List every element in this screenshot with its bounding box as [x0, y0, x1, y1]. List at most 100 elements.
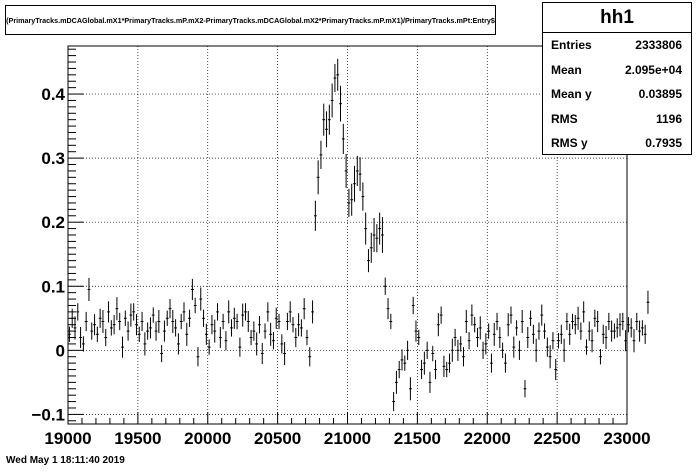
x-tick-label: 19000 — [44, 429, 91, 448]
data-point — [562, 338, 566, 362]
data-point — [506, 313, 510, 337]
data-point — [487, 323, 491, 339]
data-point — [607, 312, 611, 331]
data-point — [590, 329, 594, 353]
stats-value: 0.7935 — [645, 136, 682, 151]
data-point — [68, 326, 71, 342]
data-point — [87, 277, 91, 301]
data-point — [305, 329, 309, 346]
data-point — [361, 182, 365, 211]
data-point — [367, 249, 370, 273]
data-point — [179, 313, 183, 330]
data-point — [213, 319, 217, 343]
data-point — [470, 304, 474, 326]
data-point — [269, 322, 273, 346]
data-point — [154, 321, 158, 341]
data-point — [358, 157, 362, 192]
stats-label: RMS — [551, 111, 578, 126]
data-point — [386, 298, 390, 320]
x-tick-label: 21500 — [394, 429, 441, 448]
data-point — [587, 321, 591, 341]
data-point — [299, 319, 303, 337]
data-point — [632, 329, 636, 353]
data-point — [383, 277, 387, 295]
data-point — [84, 311, 88, 332]
data-point — [481, 341, 485, 359]
data-point — [73, 316, 77, 340]
data-point — [593, 309, 597, 327]
data-point — [434, 359, 437, 380]
data-point — [70, 308, 74, 328]
data-point — [146, 322, 150, 340]
data-point — [151, 307, 155, 323]
data-point — [272, 332, 275, 350]
stats-row-entries: Entries 2333806 — [543, 33, 691, 58]
stats-row-rms: RMS 1196 — [543, 107, 691, 132]
data-point — [456, 339, 460, 361]
data-point — [568, 323, 572, 345]
data-point — [280, 334, 284, 354]
data-point — [372, 218, 376, 252]
data-point — [112, 315, 116, 335]
data-point — [403, 355, 407, 371]
data-point — [629, 318, 633, 338]
data-point — [107, 301, 110, 323]
data-point — [610, 320, 614, 342]
data-point — [98, 308, 102, 328]
x-tick-label: 20000 — [184, 429, 231, 448]
data-point — [246, 310, 250, 333]
x-tick-label: 23000 — [603, 429, 650, 448]
data-point — [643, 324, 647, 344]
data-point — [364, 212, 368, 245]
data-point — [406, 340, 409, 360]
data-point — [353, 165, 356, 202]
stats-box: hh1 Entries 2333806 Mean 2.095e+04 Mean … — [542, 2, 692, 155]
data-point — [221, 313, 225, 330]
data-point — [448, 353, 451, 373]
data-point — [218, 326, 222, 349]
data-point — [244, 303, 247, 321]
data-point — [319, 140, 323, 170]
data-points — [68, 58, 650, 412]
y-tick-label: 0.2 — [41, 213, 65, 232]
data-point — [414, 320, 418, 342]
data-point — [238, 337, 242, 357]
data-point — [210, 315, 214, 335]
data-point — [252, 321, 256, 341]
data-point — [624, 330, 627, 352]
y-tick-label: −0.1 — [31, 405, 65, 424]
data-point — [464, 309, 468, 334]
data-point — [411, 296, 415, 315]
data-point — [473, 317, 477, 333]
data-point — [582, 301, 586, 323]
data-point — [165, 310, 169, 326]
data-point — [341, 123, 345, 154]
data-point — [199, 287, 203, 311]
data-point — [185, 322, 189, 346]
histogram-title: (PrimaryTracks.mDCAGlobal.mX1*PrimaryTra… — [5, 5, 496, 35]
data-point — [585, 339, 588, 355]
data-point — [579, 322, 583, 340]
data-point — [277, 313, 281, 330]
data-point — [355, 155, 359, 186]
data-point — [202, 309, 205, 327]
data-point — [294, 327, 298, 348]
data-point — [640, 320, 644, 336]
data-point — [484, 333, 488, 355]
grid-lines — [68, 46, 627, 424]
data-point — [177, 333, 180, 355]
data-point — [168, 299, 172, 319]
stats-value: 2333806 — [635, 38, 682, 53]
data-point — [274, 307, 278, 329]
data-point — [498, 326, 502, 349]
data-point — [95, 326, 99, 342]
data-point — [302, 298, 306, 320]
data-point — [431, 345, 435, 362]
data-point — [81, 336, 85, 352]
data-point — [537, 322, 541, 340]
data-point — [613, 323, 616, 339]
data-point — [478, 316, 482, 340]
data-point — [559, 324, 563, 344]
data-point — [565, 312, 569, 331]
data-point — [224, 331, 228, 351]
